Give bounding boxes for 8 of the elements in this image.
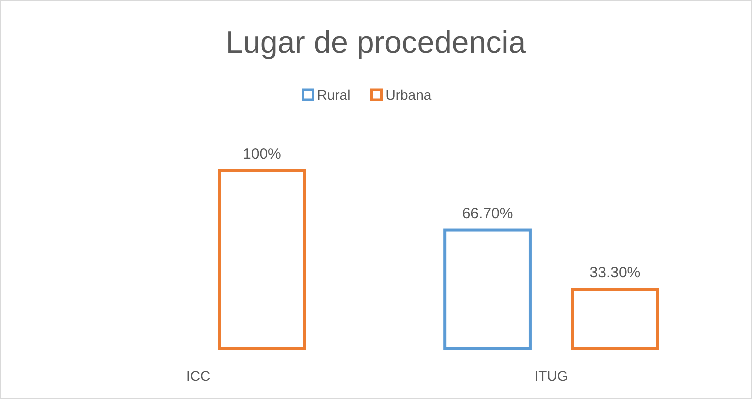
data-label: 33.30% bbox=[590, 264, 641, 282]
chart-title: Lugar de procedencia bbox=[226, 25, 527, 60]
legend-label: Urbana bbox=[386, 87, 432, 103]
data-label: 66.70% bbox=[462, 205, 514, 222]
x-tick-label: ITUG bbox=[534, 368, 568, 384]
x-tick-label: ICC bbox=[186, 368, 211, 384]
data-label: 100% bbox=[243, 146, 282, 163]
legend-label: Rural bbox=[317, 87, 351, 103]
